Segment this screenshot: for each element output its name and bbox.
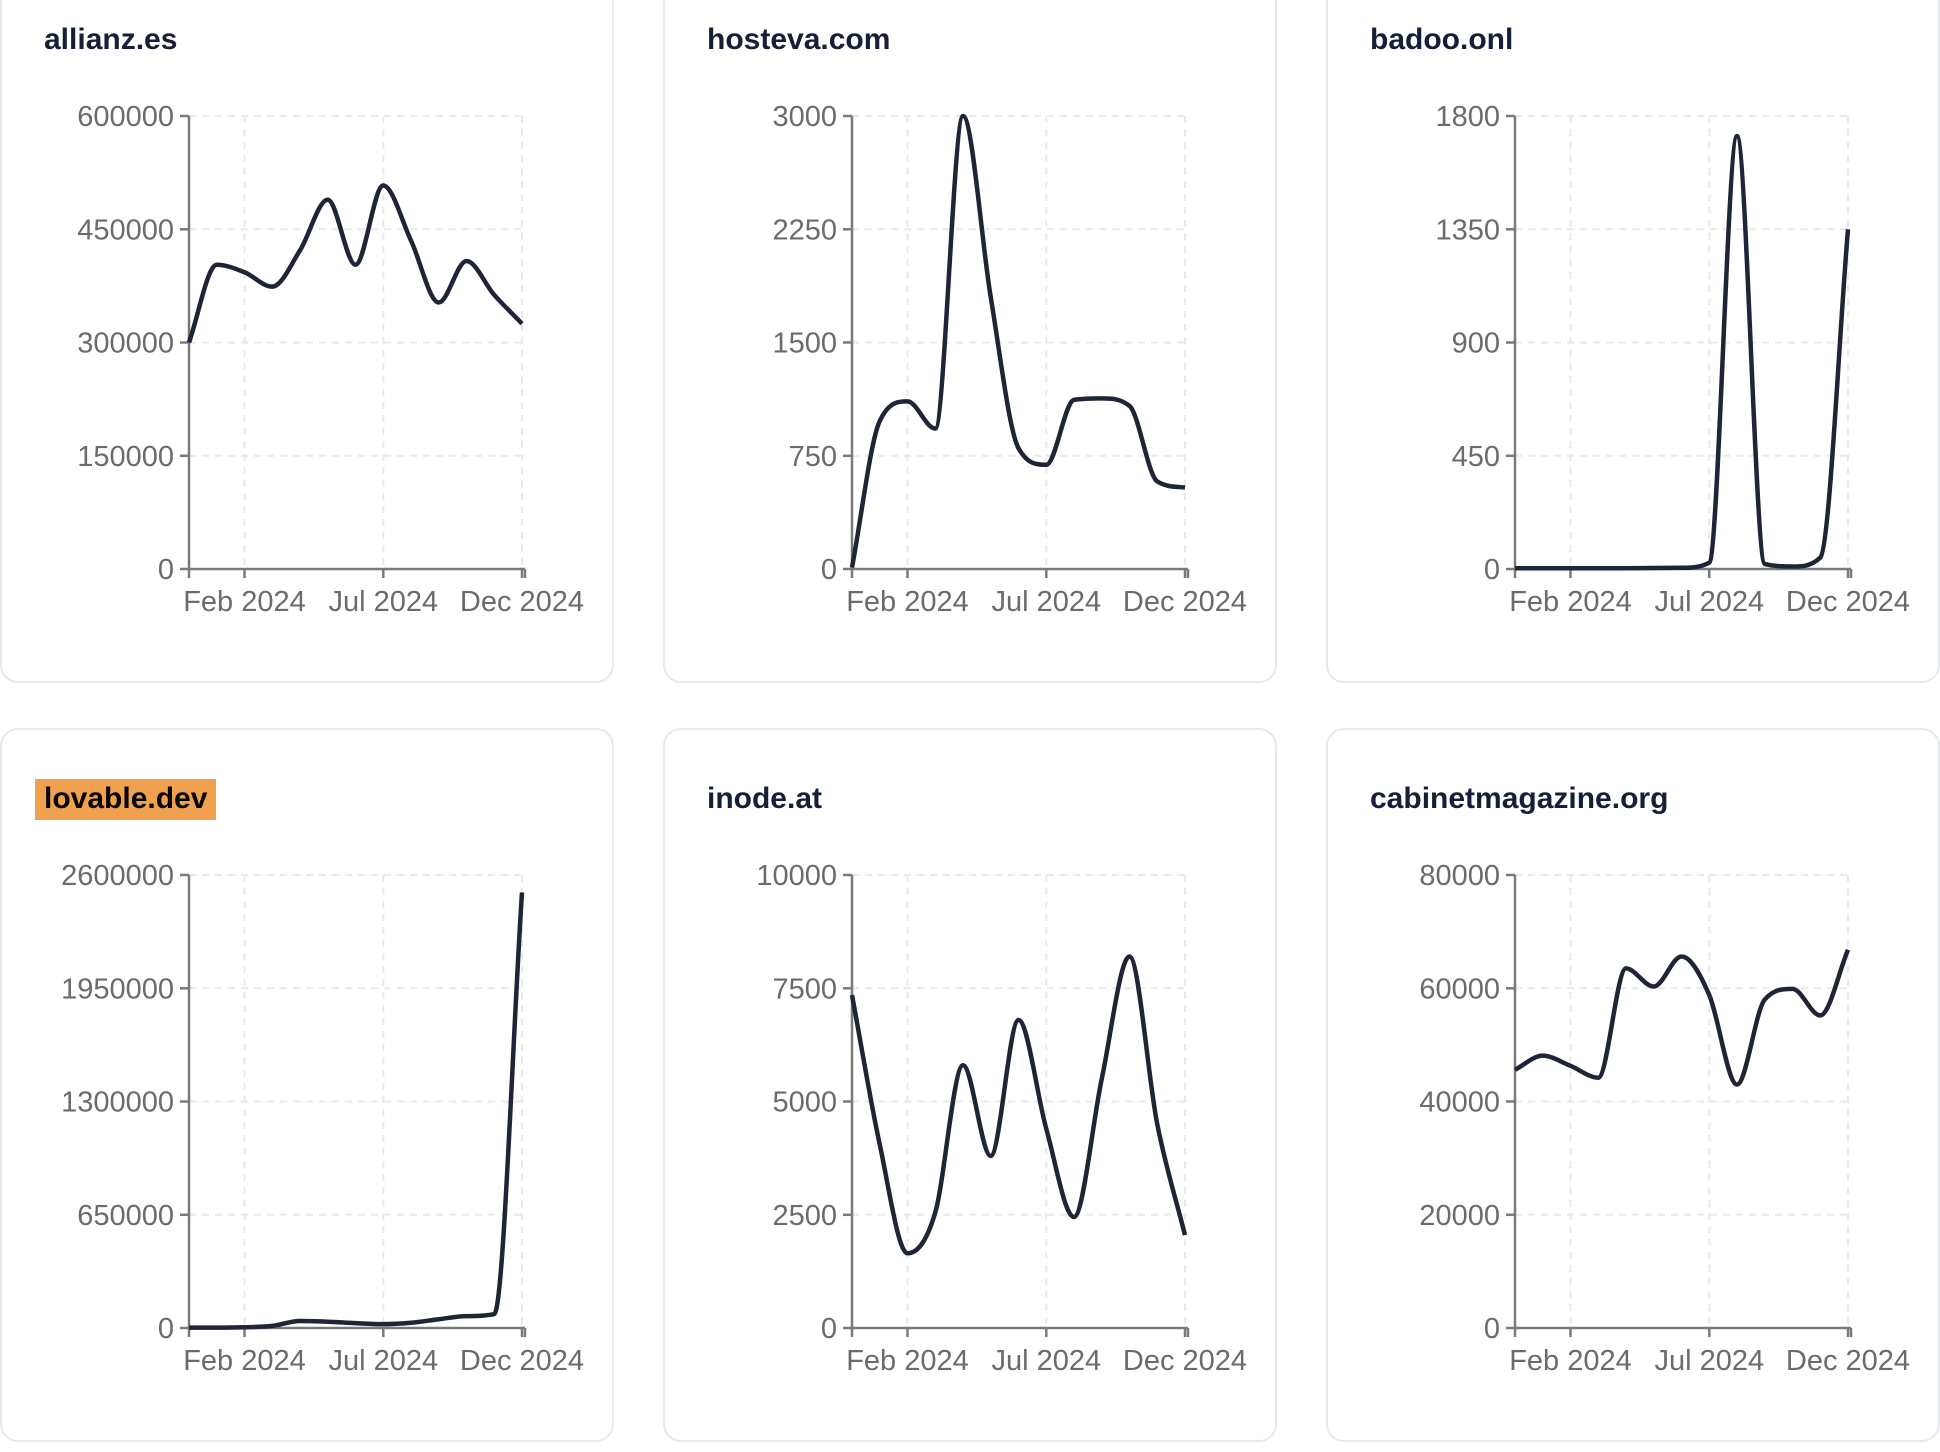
domain-name-label-highlighted: lovable.dev bbox=[35, 779, 217, 820]
y-axis-tick-label: 0 bbox=[158, 554, 174, 586]
x-axis-tick-label: Feb 2024 bbox=[846, 586, 969, 618]
x-axis-tick-label: Dec 2024 bbox=[1123, 586, 1247, 618]
domain-name-label: hosteva.com bbox=[707, 23, 891, 56]
x-axis-tick-label: Jul 2024 bbox=[328, 586, 438, 618]
x-axis-tick-label: Dec 2024 bbox=[460, 586, 584, 618]
y-axis-tick-label: 0 bbox=[1484, 1313, 1500, 1345]
y-axis-tick-label: 60000 bbox=[1419, 973, 1500, 1005]
y-axis-tick-label: 1300000 bbox=[61, 1087, 174, 1119]
y-axis-tick-label: 0 bbox=[158, 1313, 174, 1345]
y-axis-tick-label: 7500 bbox=[772, 973, 837, 1005]
y-axis-tick-label: 450 bbox=[1452, 441, 1500, 473]
y-axis-tick-label: 1350 bbox=[1435, 214, 1500, 246]
y-axis-tick-label: 20000 bbox=[1419, 1200, 1500, 1232]
chart-title: lovable.dev bbox=[35, 779, 217, 820]
trend-line bbox=[849, 954, 1188, 1256]
line-chart: 0 650000 1300000 1950000 2600000 Feb 2024 Jul … bbox=[61, 860, 584, 1377]
domain-name-label: inode.at bbox=[707, 782, 823, 815]
y-axis-tick-label: 0 bbox=[821, 1313, 837, 1345]
x-axis-tick-label: Feb 2024 bbox=[1509, 586, 1632, 618]
chart-card: inode.at 0 2500 5000 7500 10000 Feb 2024 Jul 2… bbox=[663, 728, 1277, 1442]
y-axis-tick-label: 5000 bbox=[772, 1087, 837, 1119]
x-axis-tick-label: Dec 2024 bbox=[1786, 586, 1910, 618]
domain-name-label: allianz.es bbox=[44, 23, 178, 56]
x-axis-tick-label: Feb 2024 bbox=[1509, 1345, 1632, 1377]
y-axis-tick-label: 650000 bbox=[77, 1200, 174, 1232]
x-axis-tick-label: Dec 2024 bbox=[1786, 1345, 1910, 1377]
y-axis-tick-label: 80000 bbox=[1419, 860, 1500, 892]
x-axis-tick-label: Dec 2024 bbox=[1123, 1345, 1247, 1377]
trend-line bbox=[188, 892, 525, 1330]
y-axis-tick-label: 150000 bbox=[77, 441, 174, 473]
y-axis-tick-label: 2600000 bbox=[61, 860, 174, 892]
line-chart: 0 2500 5000 7500 10000 Feb 2024 Jul 2024 Dec 20… bbox=[756, 860, 1247, 1377]
chart-title: badoo.onl bbox=[1370, 21, 1513, 59]
chart-card: badoo.onl 0 450 900 1350 1800 Feb 2024 Jul 202… bbox=[1326, 0, 1940, 683]
trend-line bbox=[849, 113, 1186, 568]
x-axis-tick-label: Dec 2024 bbox=[460, 1345, 584, 1377]
domain-name-label: cabinetmagazine.org bbox=[1370, 782, 1669, 815]
x-axis-tick-label: Feb 2024 bbox=[183, 586, 306, 618]
y-axis-tick-label: 600000 bbox=[77, 101, 174, 133]
chart-title: cabinetmagazine.org bbox=[1370, 780, 1668, 818]
x-axis-tick-label: Jul 2024 bbox=[991, 586, 1101, 618]
y-axis-tick-label: 40000 bbox=[1419, 1087, 1500, 1119]
chart-title: inode.at bbox=[707, 780, 822, 818]
chart-card: allianz.es 0 150000 300000 450000 600000 Feb … bbox=[0, 0, 614, 683]
trend-line bbox=[186, 183, 524, 344]
x-axis-tick-label: Jul 2024 bbox=[328, 1345, 438, 1377]
chart-card: hosteva.com 0 750 1500 2250 3000 Feb 2024 Jul … bbox=[663, 0, 1277, 683]
line-chart: 0 20000 40000 60000 80000 Feb 2024 Jul 2024 Dec… bbox=[1419, 860, 1910, 1377]
y-axis-tick-label: 10000 bbox=[756, 860, 837, 892]
line-chart: 0 450 900 1350 1800 Feb 2024 Jul 2024 Dec 2024 bbox=[1435, 101, 1910, 618]
y-axis-tick-label: 300000 bbox=[77, 328, 174, 360]
y-axis-tick-label: 2250 bbox=[772, 214, 837, 246]
domain-name-label: badoo.onl bbox=[1370, 23, 1514, 56]
y-axis-tick-label: 900 bbox=[1452, 328, 1500, 360]
y-axis-tick-label: 750 bbox=[789, 441, 837, 473]
y-axis-tick-label: 0 bbox=[821, 554, 837, 586]
x-axis-tick-label: Jul 2024 bbox=[1654, 586, 1764, 618]
chart-card: lovable.dev 0 650000 1300000 1950000 2600000… bbox=[0, 728, 614, 1442]
y-axis-tick-label: 1500 bbox=[772, 328, 837, 360]
y-axis-tick-label: 0 bbox=[1484, 554, 1500, 586]
x-axis-tick-label: Jul 2024 bbox=[991, 1345, 1101, 1377]
y-axis-tick-label: 2500 bbox=[772, 1200, 837, 1232]
y-axis-tick-label: 3000 bbox=[772, 101, 837, 133]
trend-line bbox=[1514, 133, 1851, 571]
y-axis-tick-label: 450000 bbox=[77, 214, 174, 246]
line-chart: 0 150000 300000 450000 600000 Feb 2024 Jul 202… bbox=[77, 101, 584, 618]
y-axis-tick-label: 1950000 bbox=[61, 973, 174, 1005]
x-axis-tick-label: Feb 2024 bbox=[183, 1345, 306, 1377]
trend-line bbox=[1513, 948, 1851, 1087]
chart-title: hosteva.com bbox=[707, 21, 890, 59]
x-axis-tick-label: Feb 2024 bbox=[846, 1345, 969, 1377]
x-axis-tick-label: Jul 2024 bbox=[1654, 1345, 1764, 1377]
chart-card: cabinetmagazine.org 0 20000 40000 60000 8000… bbox=[1326, 728, 1940, 1442]
y-axis-tick-label: 1800 bbox=[1435, 101, 1500, 133]
line-chart: 0 750 1500 2250 3000 Feb 2024 Jul 2024 Dec 2024 bbox=[772, 101, 1247, 618]
chart-title: allianz.es bbox=[44, 21, 177, 59]
